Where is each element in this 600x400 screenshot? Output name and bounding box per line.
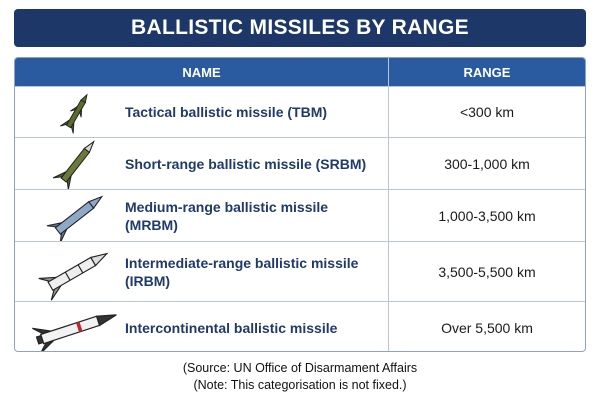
missile-name: Intermediate-range ballistic missile (IR… <box>125 254 359 289</box>
name-cell: Intercontinental ballistic missile <box>15 302 389 351</box>
table-row: Tactical ballistic missile (TBM) <300 km <box>15 86 585 137</box>
table-row: Intercontinental ballistic missile Over … <box>15 301 585 351</box>
title: BALLISTIC MISSILES BY RANGE <box>131 16 469 39</box>
footer-line: (Note: This categorisation is not fixed.… <box>193 378 407 392</box>
name-cell: Tactical ballistic missile (TBM) <box>15 87 389 137</box>
missile-icon <box>52 140 95 189</box>
table-row: Medium-range ballistic missile (MRBM) 1,… <box>15 189 585 241</box>
range-cell: Over 5,500 km <box>441 320 533 336</box>
title-banner: BALLISTIC MISSILES BY RANGE <box>14 9 586 47</box>
range-cell: 300-1,000 km <box>444 155 530 172</box>
table-row: Short-range ballistic missile (SRBM) 300… <box>15 137 585 189</box>
table-row: Intermediate-range ballistic missile (IR… <box>15 241 585 301</box>
range-cell: <300 km <box>459 104 515 120</box>
missile-icon <box>32 314 117 351</box>
table: NAME RANGE Tactical ballistic missile (T… <box>14 57 586 352</box>
missile-icon <box>46 195 104 241</box>
missile-name: Medium-range ballistic missile (MRBM) <box>125 198 329 233</box>
missile-name: Short-range ballistic missile (SRBM) <box>125 155 367 172</box>
range-cell: 1,000-3,500 km <box>438 207 536 224</box>
name-cell: Intermediate-range ballistic missile (IR… <box>15 242 389 301</box>
missile-icon <box>60 93 88 134</box>
column-header: NAME <box>15 58 389 86</box>
missile-name: Tactical ballistic missile (TBM) <box>125 104 328 120</box>
header-row: NAME RANGE <box>15 58 585 86</box>
name-cell: Medium-range ballistic missile (MRBM) <box>15 190 389 241</box>
footer-line: (Source: UN Office of Disarmament Affair… <box>182 361 418 375</box>
column-header: RANGE <box>463 64 511 80</box>
range-cell: 3,500-5,500 km <box>438 263 536 280</box>
missile-name: Intercontinental ballistic missile <box>125 320 338 336</box>
missile-icon <box>38 252 109 301</box>
name-cell: Short-range ballistic missile (SRBM) <box>15 138 389 189</box>
